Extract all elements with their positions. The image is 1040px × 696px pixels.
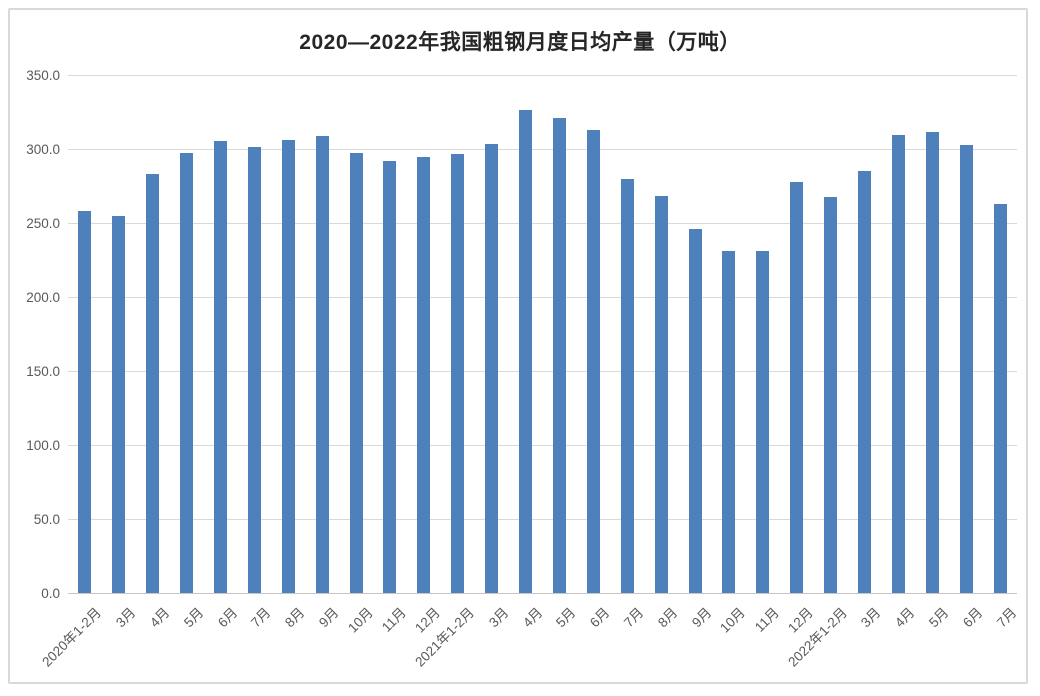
x-axis-line	[68, 593, 1017, 594]
bar-6月	[214, 141, 228, 593]
bar-12月	[417, 157, 431, 593]
y-gridline	[68, 371, 1017, 372]
bar-5月	[925, 131, 939, 593]
y-gridline	[68, 223, 1017, 224]
bar-5月	[552, 118, 566, 593]
y-tick-label: 150.0	[26, 363, 60, 379]
bar-9月	[315, 136, 329, 593]
bar-2022年1-2月	[824, 196, 838, 593]
bar-6月	[959, 145, 973, 593]
chart-frame	[8, 8, 1028, 684]
bar-5月	[180, 152, 194, 593]
y-gridline	[68, 519, 1017, 520]
y-gridline	[68, 149, 1017, 150]
y-tick-label: 0.0	[41, 585, 60, 601]
bar-7月	[993, 204, 1007, 593]
y-gridline	[68, 75, 1017, 76]
bar-2020年1-2月	[78, 211, 92, 593]
bar-4月	[519, 110, 533, 593]
y-tick-label: 200.0	[26, 289, 60, 305]
bar-12月	[790, 181, 804, 593]
bar-10月	[349, 152, 363, 593]
bar-9月	[688, 229, 702, 593]
y-tick-label: 100.0	[26, 437, 60, 453]
y-tick-label: 350.0	[26, 67, 60, 83]
bar-3月	[857, 171, 871, 593]
bar-8月	[654, 195, 668, 593]
bar-8月	[281, 140, 295, 593]
bar-6月	[586, 129, 600, 593]
chart-title: 2020—2022年我国粗钢月度日均产量（万吨）	[299, 31, 741, 54]
bar-11月	[756, 251, 770, 593]
bar-4月	[146, 173, 160, 593]
bar-7月	[247, 147, 261, 593]
bar-11月	[383, 160, 397, 593]
bar-3月	[485, 144, 499, 593]
bar-10月	[722, 251, 736, 593]
y-gridline	[68, 297, 1017, 298]
y-tick-label: 50.0	[33, 511, 60, 527]
bar-3月	[112, 215, 126, 593]
y-tick-label: 300.0	[26, 141, 60, 157]
y-tick-label: 250.0	[26, 215, 60, 231]
bar-7月	[620, 178, 634, 593]
y-gridline	[68, 445, 1017, 446]
bar-2021年1-2月	[451, 154, 465, 593]
bar-4月	[891, 135, 905, 593]
